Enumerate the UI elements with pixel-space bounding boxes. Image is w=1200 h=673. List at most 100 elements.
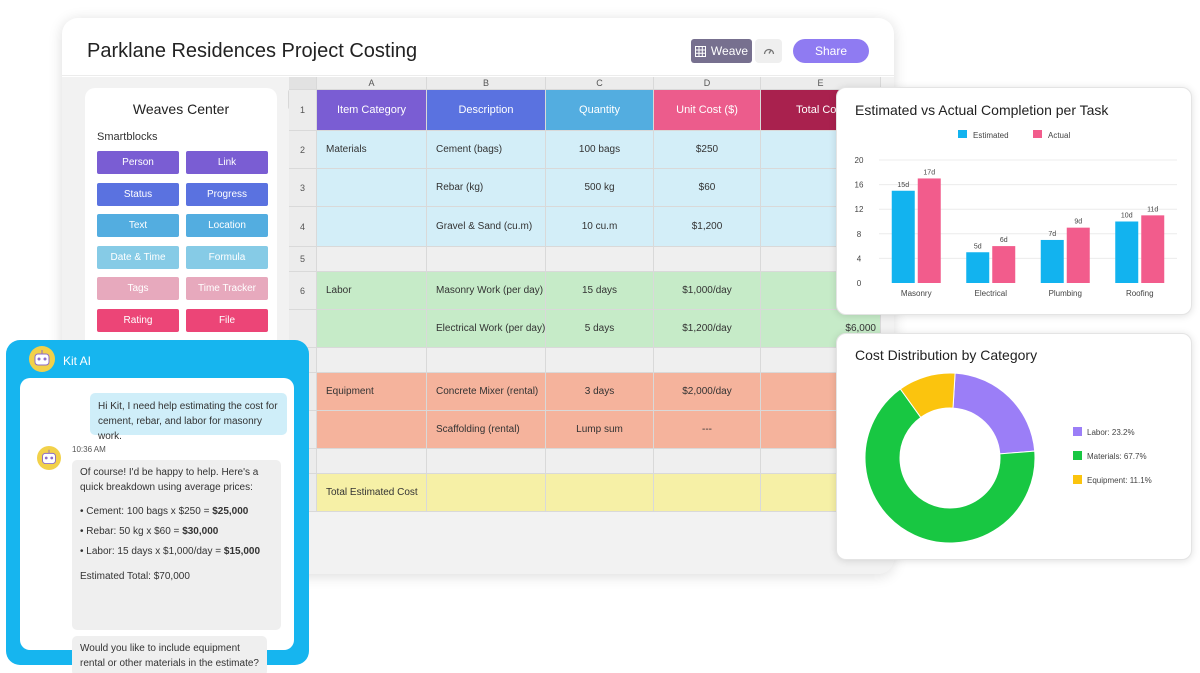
- table-cell[interactable]: [546, 247, 654, 272]
- table-cell[interactable]: [654, 449, 761, 474]
- gauge-icon: [763, 48, 774, 55]
- table-cell[interactable]: 100 bags: [546, 131, 654, 169]
- header-cell[interactable]: Unit Cost ($): [654, 90, 761, 131]
- table-cell[interactable]: [427, 449, 546, 474]
- table-cell[interactable]: $1,000/day: [654, 272, 761, 310]
- legend-swatch-labor: [1073, 427, 1082, 436]
- table-cell[interactable]: [546, 449, 654, 474]
- smartblock-progress[interactable]: Progress: [186, 182, 268, 206]
- bar-chart-title: Estimated vs Actual Completion per Task: [855, 102, 1109, 118]
- dashboard-button[interactable]: [755, 39, 782, 63]
- table-cell[interactable]: Gravel & Sand (cu.m): [427, 207, 546, 247]
- column-header-e[interactable]: E: [761, 77, 881, 90]
- table-cell[interactable]: [317, 348, 427, 373]
- bullet-value: $30,000: [182, 526, 219, 537]
- header-cell[interactable]: Quantity: [546, 90, 654, 131]
- reply-intro: Of course! I'd be happy to help. Here's …: [80, 467, 259, 493]
- table-cell[interactable]: [427, 247, 546, 272]
- legend-swatch-equipment: [1073, 475, 1082, 484]
- legend-label-labor: Labor: 23.2%: [1087, 428, 1135, 437]
- table-cell[interactable]: [546, 348, 654, 373]
- table-cell[interactable]: 15 days: [546, 272, 654, 310]
- column-header-a[interactable]: A: [317, 77, 427, 90]
- column-header-c[interactable]: C: [546, 77, 654, 90]
- smartblock-file[interactable]: File: [186, 309, 268, 332]
- select-all-corner[interactable]: [289, 77, 317, 90]
- table-cell[interactable]: $1,200/day: [654, 310, 761, 348]
- row-number[interactable]: 6: [289, 272, 317, 310]
- table-cell[interactable]: Labor: [317, 272, 427, 310]
- table-cell[interactable]: Concrete Mixer (rental): [427, 373, 546, 411]
- row-number[interactable]: 5: [289, 247, 317, 272]
- user-message: Hi Kit, I need help estimating the cost …: [90, 393, 287, 442]
- table-cell[interactable]: Masonry Work (per day): [427, 272, 546, 310]
- table-cell[interactable]: $60: [654, 169, 761, 207]
- table-cell[interactable]: [317, 310, 427, 348]
- weave-button[interactable]: Weave: [691, 39, 752, 63]
- bar-estimated-plumbing: [1040, 239, 1064, 283]
- smartblock-status[interactable]: Status: [97, 182, 179, 206]
- bar-value-label: 9d: [1074, 219, 1082, 226]
- row-number[interactable]: 4: [289, 207, 317, 247]
- row-number[interactable]: 2: [289, 131, 317, 169]
- table-cell[interactable]: $250: [654, 131, 761, 169]
- table-cell[interactable]: Lump sum: [546, 411, 654, 449]
- table-cell[interactable]: 3 days: [546, 373, 654, 411]
- kit-avatar: [29, 346, 55, 372]
- row-number[interactable]: 3: [289, 169, 317, 207]
- smartblock-location[interactable]: Location: [186, 214, 268, 238]
- smartblock-tags[interactable]: Tags: [97, 277, 179, 301]
- kit-ai-panel: Kit AI Hi Kit, I need help estimating th…: [6, 340, 309, 673]
- smartblock-date-time[interactable]: Date & Time: [97, 245, 179, 269]
- table-cell[interactable]: [427, 348, 546, 373]
- legend-label-materials: Materials: 67.7%: [1087, 452, 1147, 461]
- table-cell[interactable]: Materials: [317, 131, 427, 169]
- header-cell[interactable]: Item Category: [317, 90, 427, 131]
- bar-value-label: 10d: [1121, 213, 1133, 220]
- table-cell[interactable]: [654, 474, 761, 512]
- table-cell[interactable]: [427, 474, 546, 512]
- table-cell[interactable]: $1,200: [654, 207, 761, 247]
- header-cell[interactable]: Description: [427, 90, 546, 131]
- table-cell[interactable]: 500 kg: [546, 169, 654, 207]
- breakdown-bullet: • Cement: 100 bags x $250 = $25,000: [80, 504, 248, 519]
- robot-icon: [30, 347, 54, 371]
- smartblock-time-tracker[interactable]: Time Tracker: [186, 277, 268, 301]
- table-cell[interactable]: [317, 169, 427, 207]
- table-cell[interactable]: [317, 247, 427, 272]
- table-cell[interactable]: [654, 247, 761, 272]
- bullet-dot-icon: •: [80, 526, 87, 537]
- table-cell[interactable]: ---: [654, 411, 761, 449]
- table-cell[interactable]: Rebar (kg): [427, 169, 546, 207]
- column-header-b[interactable]: B: [427, 77, 546, 90]
- table-cell[interactable]: 10 cu.m: [546, 207, 654, 247]
- table-cell[interactable]: [317, 207, 427, 247]
- smartblock-link[interactable]: Link: [186, 151, 268, 174]
- estimated-total: Estimated Total: $70,000: [80, 571, 190, 582]
- table-cell[interactable]: Equipment: [317, 373, 427, 411]
- table-cell[interactable]: Total Estimated Cost: [317, 474, 427, 512]
- share-button[interactable]: Share: [793, 39, 869, 63]
- smartblock-text[interactable]: Text: [97, 214, 179, 238]
- table-cell[interactable]: 5 days: [546, 310, 654, 348]
- row-number-1[interactable]: 1: [289, 90, 317, 131]
- table-cell[interactable]: Scaffolding (rental): [427, 411, 546, 449]
- y-tick-label: 16: [855, 181, 864, 190]
- table-cell[interactable]: [317, 411, 427, 449]
- bar-actual-masonry: [917, 178, 941, 283]
- table-cell[interactable]: [654, 348, 761, 373]
- donut-slice-labor: [952, 372, 1036, 455]
- table-cell[interactable]: Cement (bags): [427, 131, 546, 169]
- bar-actual-roofing: [1141, 215, 1165, 283]
- x-tick-label: Plumbing: [1049, 289, 1082, 298]
- smartblock-formula[interactable]: Formula: [186, 245, 268, 269]
- table-cell[interactable]: [317, 449, 427, 474]
- column-header-d[interactable]: D: [654, 77, 761, 90]
- table-cell[interactable]: $2,000/day: [654, 373, 761, 411]
- smartblock-person[interactable]: Person: [97, 151, 179, 174]
- table-cell[interactable]: Electrical Work (per day): [427, 310, 546, 348]
- table-cell[interactable]: [546, 474, 654, 512]
- kit-title: Kit AI: [63, 354, 92, 368]
- smartblock-rating[interactable]: Rating: [97, 309, 179, 332]
- y-tick-label: 12: [855, 205, 864, 214]
